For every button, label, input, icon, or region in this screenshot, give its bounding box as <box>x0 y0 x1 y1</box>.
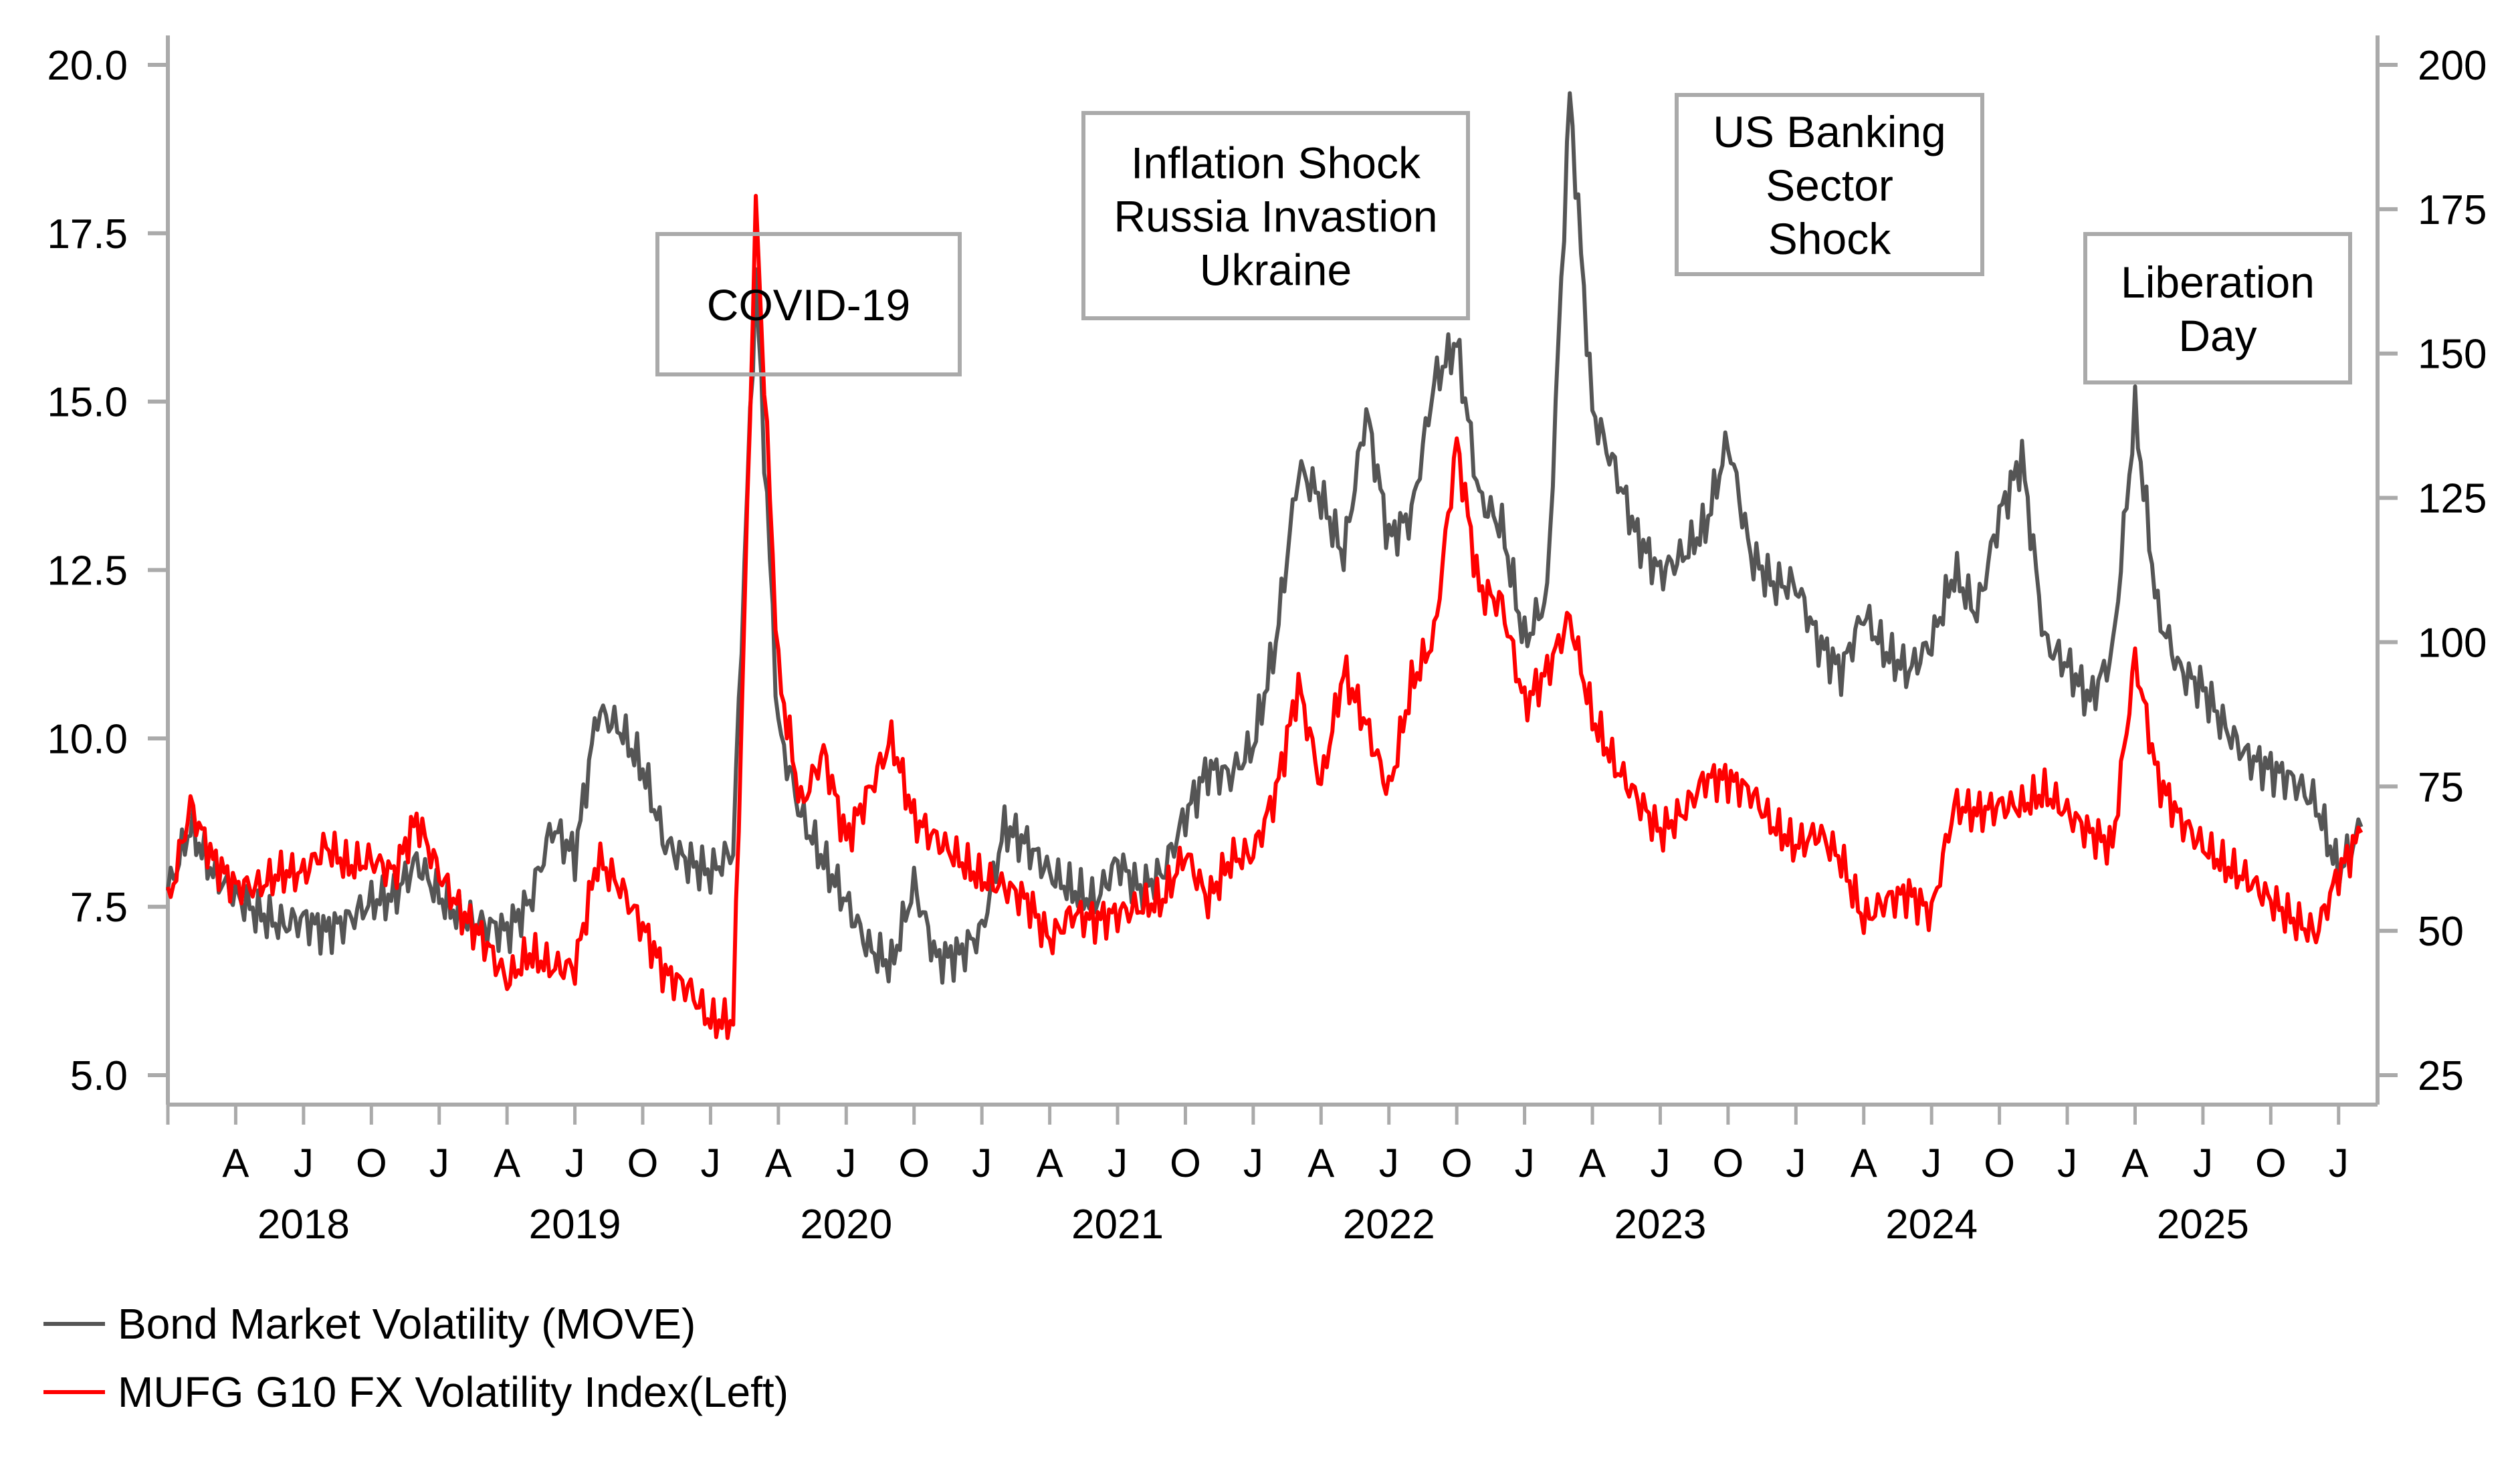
year-label: 2023 <box>1614 1202 1706 1248</box>
left-tick-label: 12.5 <box>47 548 128 594</box>
left-tick-label: 10.0 <box>47 716 128 762</box>
month-tick-label: J <box>1921 1141 1941 1185</box>
month-tick-label: O <box>898 1141 930 1185</box>
legend-label: MUFG G10 FX Volatility Index(Left) <box>118 1368 789 1416</box>
annotation-text: Sector <box>1766 160 1893 210</box>
right-tick-label: 75 <box>2418 764 2464 810</box>
month-tick-label: J <box>429 1141 449 1185</box>
year-label: 2021 <box>1071 1202 1164 1248</box>
year-label: 2025 <box>2157 1202 2249 1248</box>
month-tick-label: J <box>2057 1141 2077 1185</box>
month-tick-label: A <box>494 1141 520 1185</box>
left-tick-label: 5.0 <box>70 1053 128 1099</box>
month-tick-label: A <box>222 1141 249 1185</box>
annotation-text: Day <box>2178 311 2256 360</box>
month-tick-label: A <box>1851 1141 1877 1185</box>
left-tick-label: 7.5 <box>70 885 128 931</box>
year-label: 2024 <box>1885 1202 1978 1248</box>
month-tick-label: O <box>1441 1141 1473 1185</box>
annotation-text: Shock <box>1768 214 1891 263</box>
fx-volatility-line <box>166 193 2364 1040</box>
right-tick-label: 25 <box>2418 1053 2464 1099</box>
left-tick-label: 20.0 <box>47 43 128 89</box>
month-tick-label: J <box>1515 1141 1535 1185</box>
month-tick-label: J <box>2329 1141 2349 1185</box>
month-tick-label: J <box>2193 1141 2213 1185</box>
annotation-text: Russia Invastion <box>1114 192 1437 241</box>
month-tick-label: A <box>1307 1141 1334 1185</box>
month-tick-label: O <box>2255 1141 2287 1185</box>
annotation-text: Inflation Shock <box>1131 138 1421 188</box>
month-tick-label: J <box>1786 1141 1806 1185</box>
legend-label: Bond Market Volatility (MOVE) <box>118 1300 696 1348</box>
right-tick-label: 150 <box>2418 332 2487 378</box>
right-tick-label: 125 <box>2418 476 2487 522</box>
month-tick-label: O <box>1713 1141 1744 1185</box>
left-tick-label: 17.5 <box>47 211 128 257</box>
year-label: 2022 <box>1343 1202 1435 1248</box>
annotation-text: US Banking <box>1713 107 1946 156</box>
year-label: 2020 <box>800 1202 892 1248</box>
month-tick-label: J <box>1650 1141 1670 1185</box>
annotation-text: Liberation <box>2121 257 2315 307</box>
month-tick-label: O <box>356 1141 387 1185</box>
month-tick-label: A <box>1037 1141 1063 1185</box>
annotation-text: Ukraine <box>1200 245 1352 295</box>
right-tick-label: 50 <box>2418 909 2464 955</box>
year-label: 2018 <box>257 1202 350 1248</box>
right-tick-label: 100 <box>2418 620 2487 666</box>
month-tick-label: J <box>565 1141 585 1185</box>
month-tick-label: J <box>836 1141 856 1185</box>
annotation-box-banking <box>1675 93 1984 276</box>
month-tick-label: A <box>1579 1141 1606 1185</box>
left-tick-label: 15.0 <box>47 380 128 426</box>
annotation-box-covid <box>655 232 962 376</box>
annotation-box-liberation <box>2083 232 2352 384</box>
month-tick-label: O <box>1984 1141 2015 1185</box>
move-index-line <box>166 91 2364 985</box>
annotation-box-inflation <box>1081 111 1470 320</box>
month-tick-label: J <box>294 1141 314 1185</box>
annotation-text: COVID-19 <box>707 280 910 330</box>
month-tick-label: O <box>627 1141 659 1185</box>
series-lines <box>166 91 2364 1040</box>
legend: Bond Market Volatility (MOVE) MUFG G10 FX… <box>43 1300 789 1416</box>
month-tick-label: A <box>765 1141 792 1185</box>
month-tick-label: J <box>1108 1141 1128 1185</box>
right-tick-label: 175 <box>2418 187 2487 233</box>
month-tick-label: A <box>2121 1141 2148 1185</box>
right-tick-label: 200 <box>2418 43 2487 89</box>
month-tick-label: J <box>1379 1141 1399 1185</box>
month-tick-label: J <box>972 1141 992 1185</box>
axes: 5.0 7.5 10.0 12.5 15.0 17.5 20.0 25 50 75 100 125 15… <box>47 35 2487 1248</box>
month-tick-label: O <box>1170 1141 1201 1185</box>
month-tick-label: J <box>700 1141 720 1185</box>
year-label: 2019 <box>529 1202 621 1248</box>
month-tick-label: J <box>1243 1141 1263 1185</box>
